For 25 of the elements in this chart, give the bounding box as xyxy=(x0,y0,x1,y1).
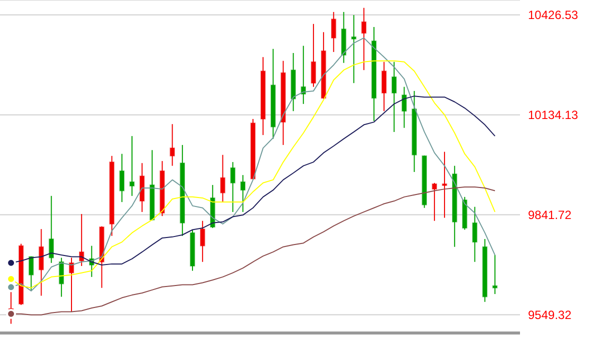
candlestick xyxy=(220,154,226,203)
candlestick xyxy=(442,151,448,218)
y-tick-label: 10426.53 xyxy=(528,8,578,22)
candlestick xyxy=(432,182,438,222)
y-tick-label: 9841.72 xyxy=(528,208,572,222)
candlestick xyxy=(310,23,316,88)
candlestick xyxy=(170,124,175,166)
candlestick xyxy=(200,220,206,262)
candlestick xyxy=(240,174,246,212)
candlestick xyxy=(361,7,366,71)
candlestick xyxy=(492,254,498,295)
y-tick-label: 10134.13 xyxy=(528,108,578,122)
candlestick xyxy=(351,14,356,84)
y-tick-label: 9549.32 xyxy=(528,308,572,322)
candlestick xyxy=(331,11,336,52)
candlestick xyxy=(38,228,44,296)
candlestick xyxy=(119,153,125,203)
candlestick xyxy=(48,195,54,264)
candlestick xyxy=(472,206,478,262)
candlestick xyxy=(392,61,397,132)
candlestick xyxy=(381,61,387,112)
candlestick xyxy=(129,136,135,196)
candlestick xyxy=(230,162,236,212)
candlestick xyxy=(402,86,407,128)
candlestick xyxy=(28,256,34,290)
